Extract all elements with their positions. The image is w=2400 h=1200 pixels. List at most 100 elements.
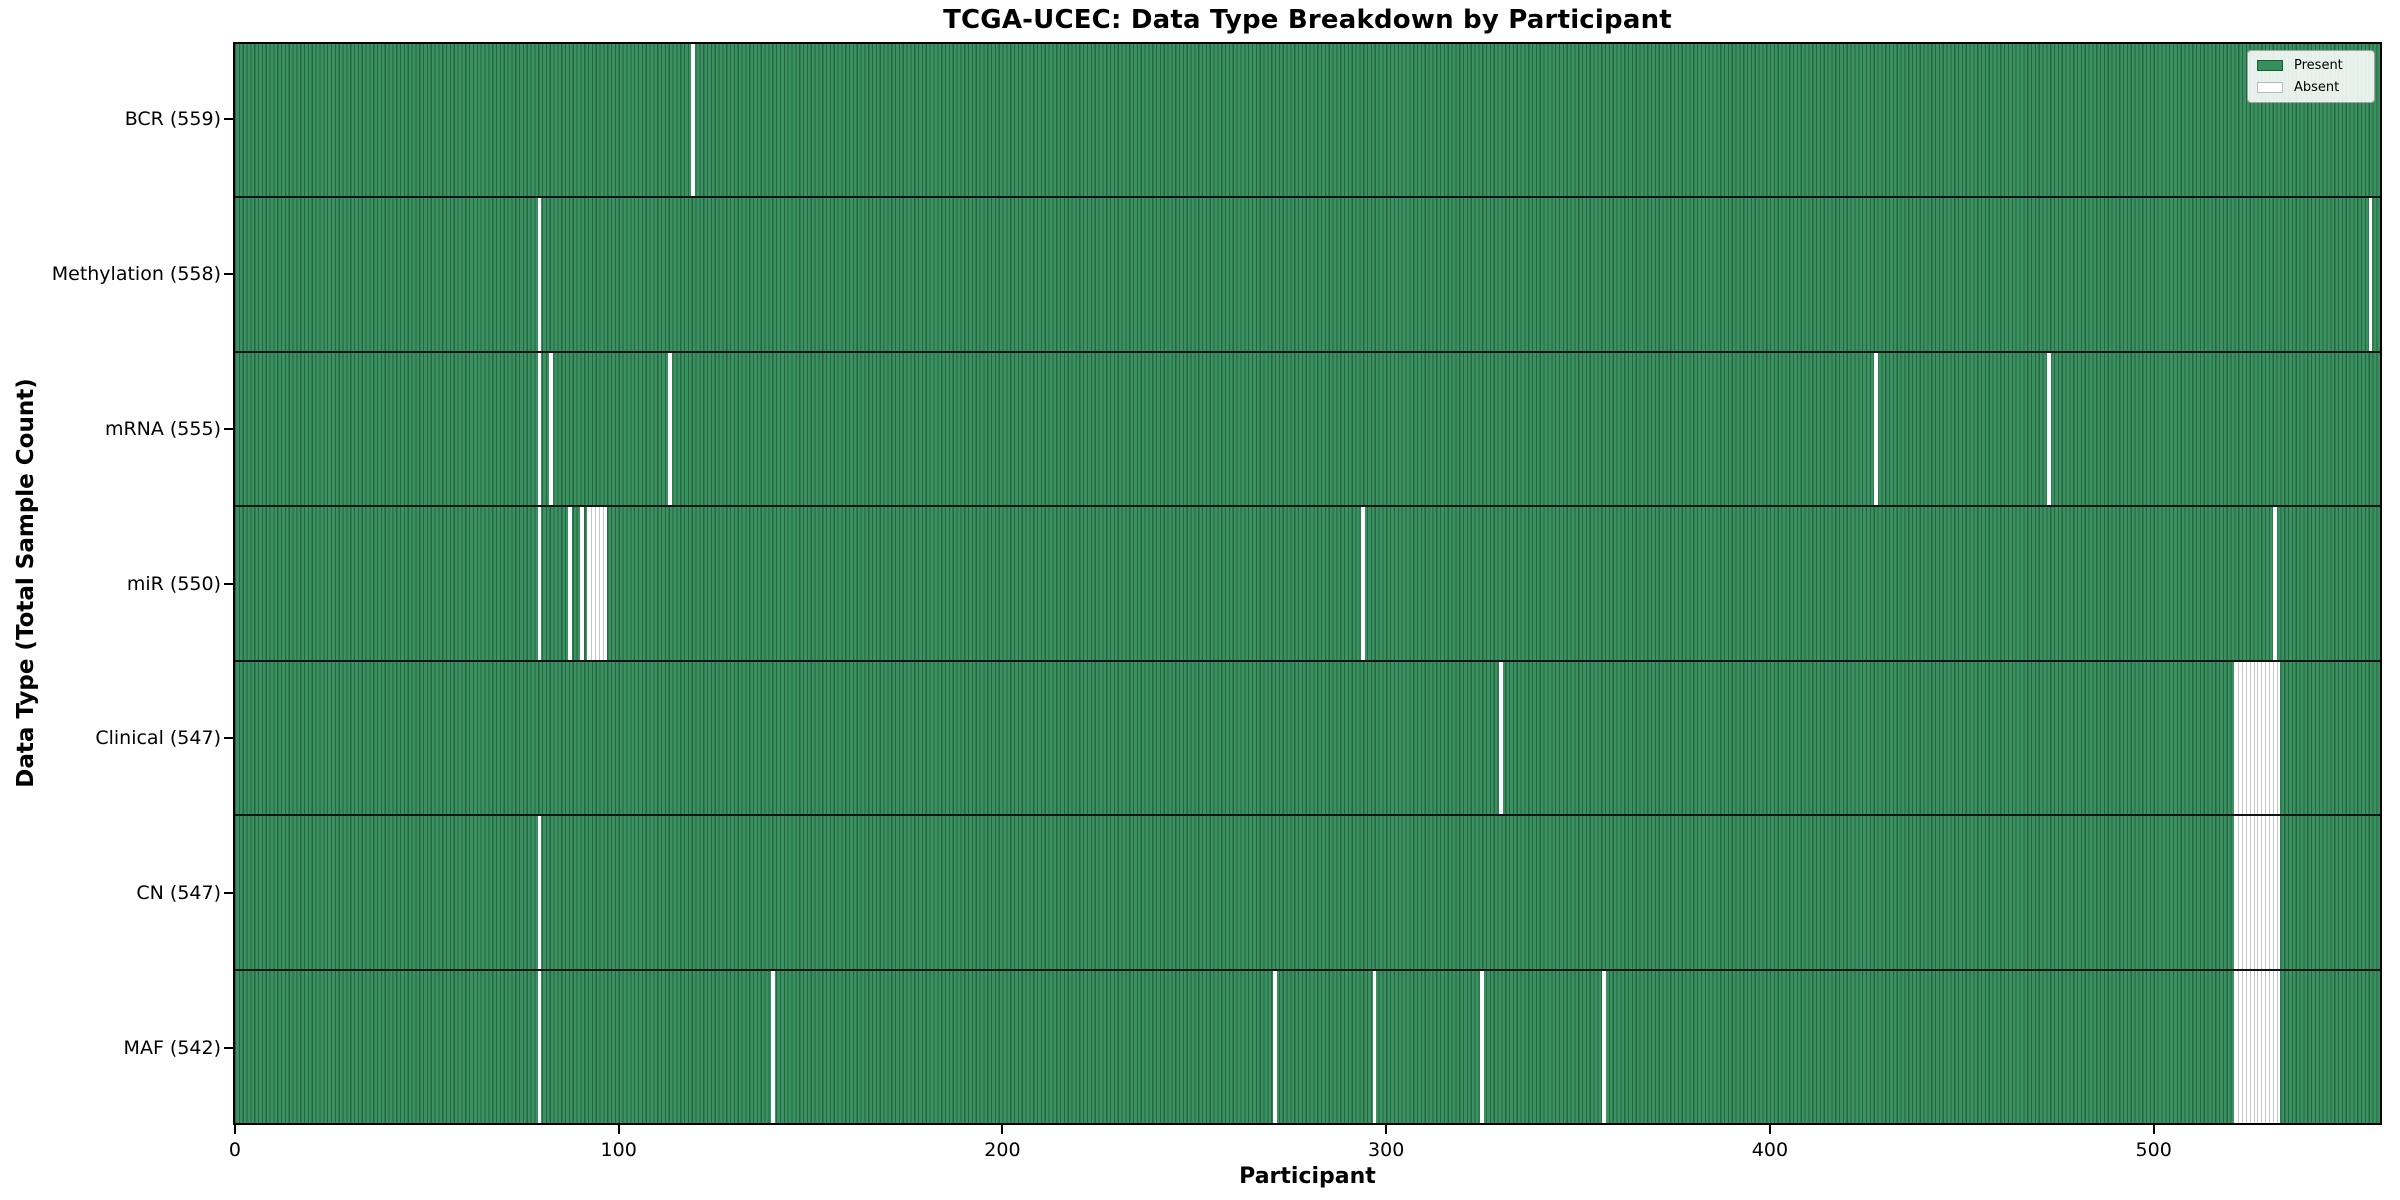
absent-gap-methylation-79: [537, 198, 542, 351]
absent-gap-maf-271: [1273, 970, 1277, 1123]
x-tick-mark: [1768, 1125, 1771, 1134]
y-tick-mark: [224, 1046, 233, 1049]
x-tick-mark: [1001, 1125, 1004, 1134]
y-tick-label-clinical: Clinical (547): [95, 727, 221, 750]
x-tick-mark: [2152, 1125, 2155, 1134]
row-mrna: [235, 352, 2380, 508]
absent-gap-mir-294: [1361, 507, 1365, 660]
chart-title: TCGA-UCEC: Data Type Breakdown by Partic…: [943, 5, 1672, 35]
absent-gap-cn-530: [2265, 816, 2269, 969]
absent-gap-clinical-330: [1499, 661, 1503, 815]
absent-gap-mir-93: [591, 507, 596, 660]
absent-gap-mrna-82: [549, 352, 553, 506]
row-clinical: [235, 661, 2380, 817]
absent-gap-cn-523: [2238, 816, 2243, 969]
absent-gap-clinical-533: [2276, 661, 2281, 815]
absent-gap-maf-532: [2272, 970, 2277, 1123]
absent-gap-maf-530: [2265, 970, 2269, 1123]
absent-gap-mrna-113: [667, 352, 672, 506]
absent-gap-mir-96: [602, 507, 607, 660]
absent-gap-mir-95: [598, 507, 603, 660]
absent-gap-maf-140: [771, 970, 776, 1123]
absent-gap-mir-79: [537, 507, 542, 660]
y-tick-label-bcr: BCR (559): [124, 108, 221, 131]
x-axis-label: Participant: [1239, 1164, 1376, 1189]
absent-gap-maf-523: [2238, 970, 2243, 1123]
absent-gap-mir-94: [595, 507, 599, 660]
absent-gap-maf-527: [2253, 970, 2258, 1123]
absent-gap-mrna-79: [537, 352, 542, 506]
absent-gap-cn-533: [2276, 816, 2281, 969]
legend-present-label: Present: [2294, 58, 2343, 73]
absent-gap-maf-526: [2249, 970, 2254, 1123]
row-cn: [235, 816, 2380, 971]
legend-absent-swatch-icon: [2257, 82, 2283, 93]
absent-gap-maf-525: [2245, 970, 2250, 1123]
x-tick-label-300: 300: [1368, 1139, 1405, 1161]
absent-gap-clinical-531: [2268, 661, 2273, 815]
y-tick-mark: [224, 427, 233, 430]
legend-entry-present: Present: [2257, 58, 2365, 73]
absent-gap-cn-526: [2249, 816, 2254, 969]
absent-gap-maf-357: [1602, 970, 1607, 1123]
absent-gap-cn-531: [2268, 816, 2273, 969]
y-tick-label-mir: miR (550): [126, 572, 221, 595]
absent-gap-maf-528: [2257, 970, 2262, 1123]
absent-gap-cn-525: [2245, 816, 2250, 969]
absent-gap-clinical-532: [2272, 661, 2277, 815]
absent-gap-mir-92: [587, 507, 592, 660]
absent-gap-maf-529: [2261, 970, 2266, 1123]
row-bcr: [235, 44, 2380, 199]
absent-gap-cn-529: [2261, 816, 2266, 969]
absent-gap-cn-527: [2253, 816, 2258, 969]
absent-gap-clinical-523: [2238, 661, 2243, 815]
absent-gap-maf-297: [1372, 970, 1377, 1123]
absent-gap-maf-533: [2276, 970, 2281, 1123]
y-tick-mark: [224, 118, 233, 121]
y-tick-label-cn: CN (547): [136, 881, 221, 904]
absent-gap-clinical-528: [2257, 661, 2262, 815]
absent-gap-clinical-527: [2253, 661, 2258, 815]
x-tick-label-500: 500: [2135, 1139, 2172, 1161]
absent-gap-clinical-522: [2234, 661, 2239, 815]
legend-absent-label: Absent: [2294, 80, 2340, 95]
row-maf: [235, 970, 2380, 1123]
absent-gap-bcr-119: [690, 44, 695, 197]
x-tick-mark: [233, 1125, 236, 1134]
absent-gap-methylation-557: [2368, 198, 2373, 351]
absent-gap-clinical-530: [2265, 661, 2269, 815]
absent-gap-mir-90: [579, 507, 584, 660]
legend-entry-absent: Absent: [2257, 80, 2365, 95]
absent-gap-cn-532: [2272, 816, 2277, 969]
x-tick-mark: [617, 1125, 620, 1134]
absent-gap-cn-524: [2242, 816, 2246, 969]
absent-gap-clinical-529: [2261, 661, 2266, 815]
row-methylation: [235, 198, 2380, 353]
plot-area: Present Absent: [233, 42, 2382, 1125]
y-tick-label-maf: MAF (542): [123, 1036, 221, 1059]
absent-gap-mir-87: [568, 507, 573, 660]
x-tick-label-100: 100: [600, 1139, 637, 1161]
absent-gap-maf-325: [1479, 970, 1484, 1123]
legend: Present Absent: [2247, 50, 2375, 103]
y-tick-mark: [224, 582, 233, 585]
absent-gap-clinical-526: [2249, 661, 2254, 815]
absent-gap-maf-79: [537, 970, 542, 1123]
legend-present-swatch-icon: [2257, 60, 2283, 71]
absent-gap-cn-522: [2234, 816, 2239, 969]
absent-gap-maf-531: [2268, 970, 2273, 1123]
absent-gap-mrna-473: [2046, 352, 2051, 506]
y-tick-mark: [224, 273, 233, 276]
x-tick-label-200: 200: [984, 1139, 1021, 1161]
absent-gap-maf-522: [2234, 970, 2239, 1123]
absent-gap-cn-79: [537, 816, 542, 969]
absent-gap-clinical-525: [2245, 661, 2250, 815]
x-tick-label-0: 0: [228, 1139, 241, 1161]
y-tick-label-mrna: mRNA (555): [104, 417, 221, 440]
absent-gap-mir-532: [2272, 507, 2277, 660]
absent-gap-maf-524: [2242, 970, 2246, 1123]
y-tick-mark: [224, 891, 233, 894]
row-mir: [235, 507, 2380, 662]
absent-gap-clinical-524: [2242, 661, 2246, 815]
x-tick-mark: [1385, 1125, 1388, 1134]
